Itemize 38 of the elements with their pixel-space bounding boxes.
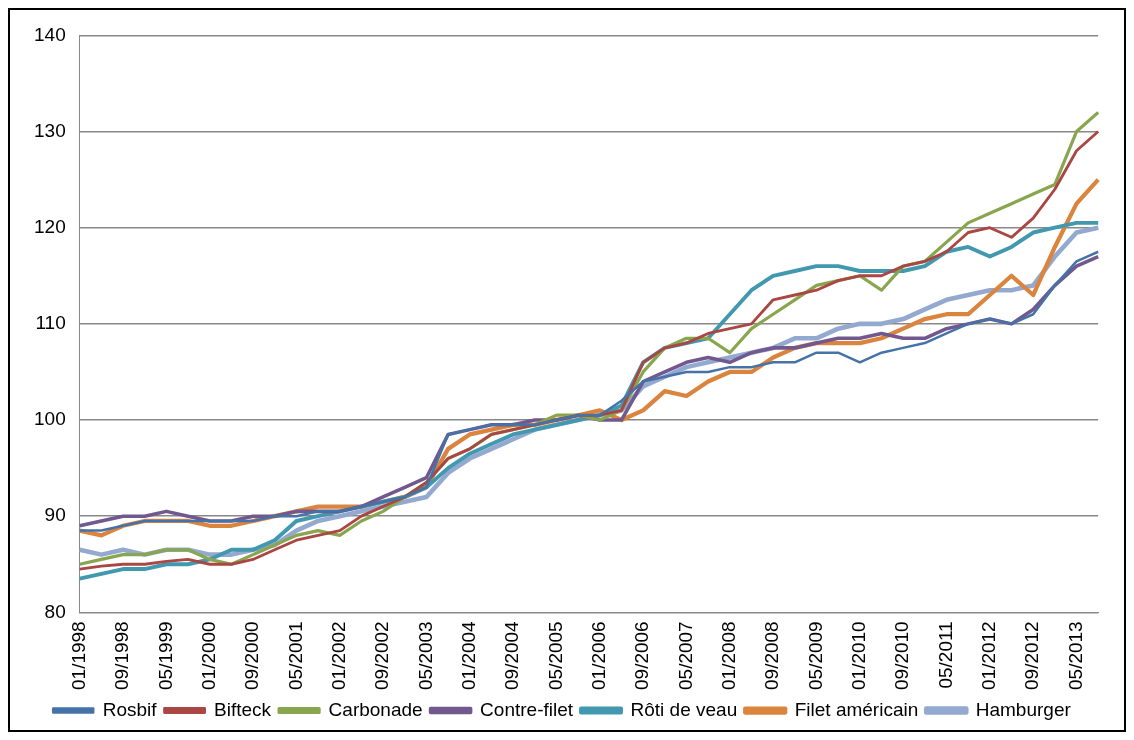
legend-label: Rôti de veau	[630, 698, 738, 720]
y-tick-label: 120	[34, 215, 66, 237]
legend-label: Rosbif	[102, 698, 158, 720]
x-tick-label: 09/2000	[241, 621, 263, 691]
x-tick-label: 05/2011	[934, 621, 956, 689]
x-tick-label: 05/2009	[804, 621, 826, 691]
y-tick-label: 80	[44, 600, 66, 622]
x-tick-label: 01/2000	[197, 621, 219, 691]
y-tick-label: 100	[34, 408, 66, 430]
x-tick-label: 05/2007	[674, 621, 696, 691]
legend-label: Hamburger	[975, 698, 1072, 720]
x-tick-label: 09/2004	[501, 620, 523, 691]
x-tick-label: 01/2002	[327, 621, 349, 691]
x-tick-label: 09/1998	[111, 621, 133, 691]
y-tick-label: 130	[34, 119, 66, 141]
x-tick-label: 05/2013	[1064, 621, 1086, 691]
x-tick-label: 01/2010	[848, 621, 870, 691]
legend-label: Carbonade	[328, 698, 423, 720]
x-tick-label: 09/2002	[371, 621, 393, 691]
y-tick-label: 110	[35, 312, 66, 334]
legend-label: Filet américain	[794, 698, 919, 720]
y-tick-label: 90	[44, 504, 66, 526]
x-tick-label: 05/2005	[544, 621, 566, 691]
x-tick-label: 09/2010	[891, 621, 913, 691]
x-tick-label: 01/2012	[978, 621, 1000, 691]
x-tick-label: 05/1999	[154, 621, 176, 691]
x-tick-label: 01/1998	[67, 621, 89, 691]
y-tick-label: 140	[34, 23, 66, 45]
legend-label: Contre-filet	[480, 698, 574, 720]
x-tick-label: 05/2001	[284, 621, 306, 691]
x-tick-label: 09/2008	[761, 621, 783, 691]
x-tick-label: 09/2012	[1021, 621, 1043, 691]
x-tick-label: 01/2004	[458, 620, 479, 691]
x-tick-label: 05/2003	[414, 621, 436, 691]
x-tick-label: 01/2006	[588, 621, 610, 691]
x-tick-label: 09/2006	[631, 621, 653, 691]
x-tick-label: 01/2008	[718, 621, 740, 691]
legend-label: Bifteck	[214, 698, 272, 720]
